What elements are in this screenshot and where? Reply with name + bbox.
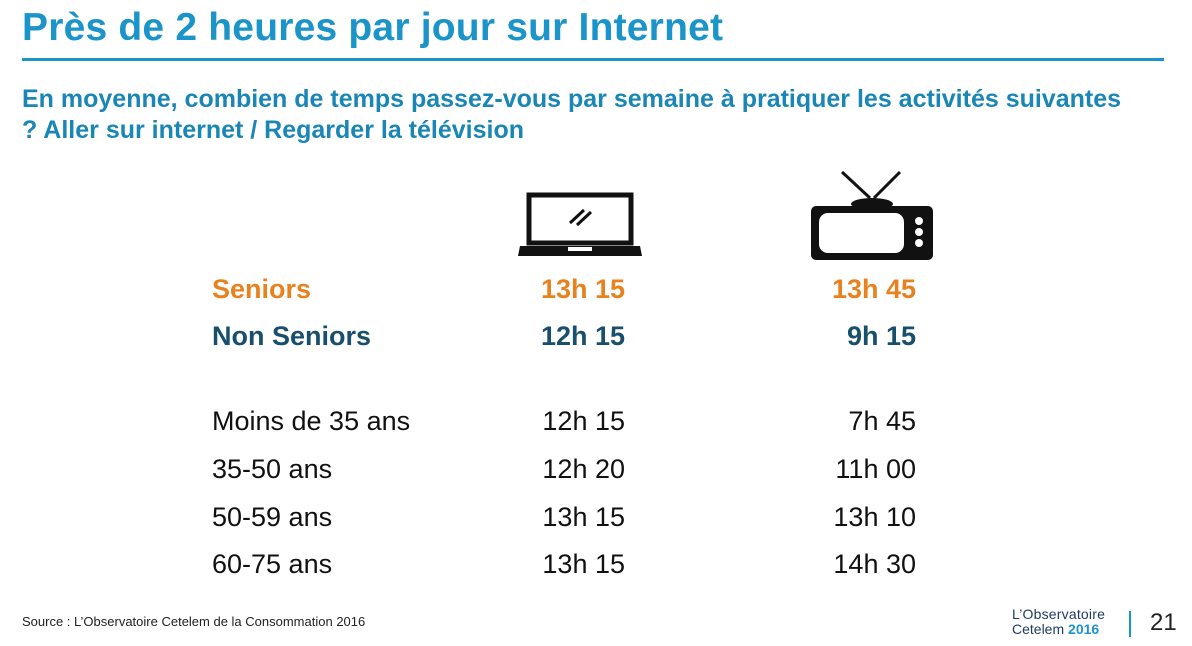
logo-line-2: Cetelem 2016 [1012, 621, 1099, 637]
internet-time: 13h 15 [542, 549, 625, 579]
tv-time: 9h 15 [846, 321, 916, 351]
table-row-60-75: 60-75 ans 13h 15 14h 30 [0, 549, 1192, 583]
footer-divider [1129, 611, 1131, 637]
internet-time: 12h 15 [542, 406, 625, 436]
row-label: 35-50 ans [212, 454, 333, 484]
internet-time: 12h 20 [542, 454, 625, 484]
internet-time: 12h 15 [540, 321, 625, 351]
row-label: Seniors [212, 274, 312, 304]
row-label: Moins de 35 ans [212, 406, 411, 436]
observatoire-logo: L’Observatoire Cetelem 2016 [1010, 606, 1122, 640]
laptop-icon [518, 192, 642, 256]
tv-time: 14h 30 [833, 549, 916, 579]
row-label: 50-59 ans [212, 502, 333, 532]
table-row-seniors: Seniors 13h 15 13h 45 [0, 274, 1192, 308]
page-number: 21 [1150, 609, 1177, 636]
table-row-50-59: 50-59 ans 13h 15 13h 10 [0, 502, 1192, 536]
table-row-non-seniors: Non Seniors 12h 15 9h 15 [0, 321, 1192, 355]
tv-time: 7h 45 [848, 406, 916, 436]
question-subtitle: En moyenne, combien de temps passez-vous… [22, 85, 1122, 144]
title-underline [22, 58, 1164, 61]
tv-time: 11h 00 [835, 454, 916, 484]
tv-time: 13h 10 [833, 502, 916, 532]
logo-line-1: L’Observatoire [1012, 606, 1106, 622]
table-row-35-50: 35-50 ans 12h 20 11h 00 [0, 454, 1192, 488]
internet-time: 13h 15 [542, 502, 625, 532]
television-icon [811, 170, 933, 260]
logo-brand: Cetelem [1012, 621, 1065, 637]
table-row-under-35: Moins de 35 ans 12h 15 7h 45 [0, 406, 1192, 440]
logo-year: 2016 [1068, 621, 1100, 637]
internet-time: 13h 15 [540, 274, 625, 304]
row-label: 60-75 ans [212, 549, 333, 579]
source-note: Source : L’Observatoire Cetelem de la Co… [22, 614, 366, 629]
tv-time: 13h 45 [831, 274, 916, 304]
page-title: Près de 2 heures par jour sur Internet [22, 6, 724, 49]
row-label: Non Seniors [212, 321, 372, 351]
